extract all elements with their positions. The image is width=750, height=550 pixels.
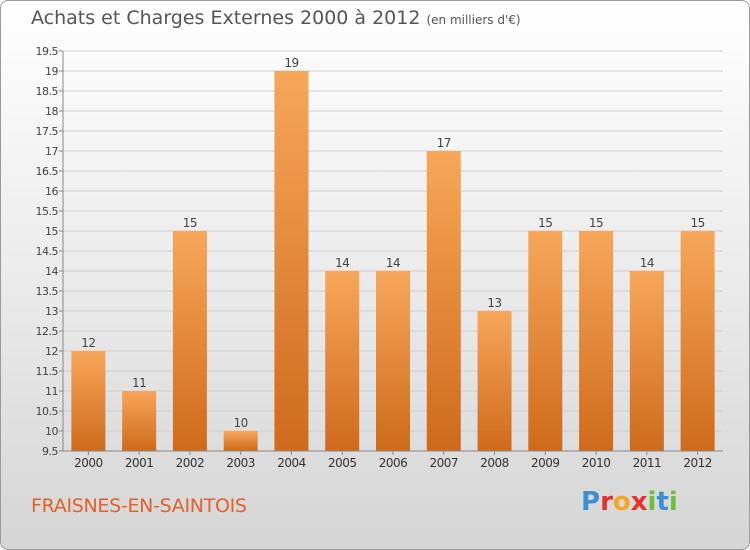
bar-2011 xyxy=(629,271,664,451)
y-tick-label: 17 xyxy=(45,145,58,158)
x-tick-label: 2002 xyxy=(176,456,205,470)
x-tick-label: 2007 xyxy=(429,456,458,470)
y-tick-label: 19.5 xyxy=(36,45,59,58)
chart-title-text: Achats et Charges Externes 2000 à 2012 xyxy=(31,7,421,29)
y-tick-labels: 9.5 10 10.5 11 11.5 12 12.5 13 13.5 14 14.5 15 15.5 1… xyxy=(36,45,59,458)
value-label: 17 xyxy=(437,136,451,150)
y-tick-label: 14.5 xyxy=(36,245,59,258)
bar-2000 xyxy=(71,351,106,451)
logo-letter: P xyxy=(581,487,601,517)
y-tick-label: 17.5 xyxy=(36,125,59,138)
value-label: 14 xyxy=(335,256,349,270)
y-tick-label: 11 xyxy=(45,385,58,398)
y-tick-label: 9.5 xyxy=(42,445,58,458)
logo-letter: i xyxy=(668,487,678,517)
x-tick-label: 2001 xyxy=(125,456,154,470)
bar-2010 xyxy=(579,231,614,451)
y-tick-label: 15.5 xyxy=(36,205,59,218)
value-label: 12 xyxy=(81,336,95,350)
y-tick-label: 10 xyxy=(45,425,58,438)
x-tick-label: 2012 xyxy=(683,456,712,470)
x-tick-label: 2005 xyxy=(328,456,357,470)
value-label: 15 xyxy=(690,216,704,230)
y-tick-label: 16.5 xyxy=(36,165,59,178)
bar-2007 xyxy=(426,151,461,451)
y-tick-label: 16 xyxy=(45,185,58,198)
value-label: 14 xyxy=(386,256,400,270)
x-tick-label: 2006 xyxy=(379,456,408,470)
bar-2008 xyxy=(477,311,512,451)
value-label: 15 xyxy=(183,216,197,230)
unit-note: (en milliers d'€) xyxy=(426,13,521,27)
y-tick-label: 12.5 xyxy=(36,325,59,338)
logo-letter: t xyxy=(656,487,669,517)
logo-letter: o xyxy=(612,487,631,517)
y-tick-label: 15 xyxy=(45,225,58,238)
logo-letter: r xyxy=(600,487,613,517)
bar-2009 xyxy=(528,231,563,451)
y-tick-label: 13.5 xyxy=(36,285,59,298)
value-label: 15 xyxy=(538,216,552,230)
y-tick-label: 13 xyxy=(45,305,58,318)
x-tick-label: 2008 xyxy=(480,456,509,470)
x-tick-label: 2004 xyxy=(277,456,306,470)
value-label: 10 xyxy=(234,416,248,430)
x-tick-label: 2000 xyxy=(74,456,103,470)
bar-2003 xyxy=(223,431,258,451)
value-label: 15 xyxy=(589,216,603,230)
x-tick-label: 2010 xyxy=(582,456,611,470)
bar-2012 xyxy=(680,231,715,451)
value-labels: 12 11 15 10 19 14 14 17 13 15 15 14 15 xyxy=(81,56,705,430)
x-tick-label: 2011 xyxy=(633,456,662,470)
value-label: 13 xyxy=(487,296,501,310)
x-tick-labels: 2000 2001 2002 2003 2004 2005 2006 2007 2008 2009… xyxy=(74,456,712,470)
bar-2004 xyxy=(274,71,309,451)
x-tick-label: 2003 xyxy=(226,456,255,470)
x-tick-label: 2009 xyxy=(531,456,560,470)
proxiti-logo: Proxiti xyxy=(581,487,678,517)
bar-2006 xyxy=(376,271,410,451)
bar-2002 xyxy=(172,231,207,451)
y-tick-label: 19 xyxy=(45,65,58,78)
y-tick-label: 11.5 xyxy=(36,365,59,378)
logo-letter: i xyxy=(647,487,657,517)
logo-letter: x xyxy=(630,487,648,517)
bar-2001 xyxy=(122,391,157,451)
value-label: 19 xyxy=(284,56,298,70)
value-label: 14 xyxy=(640,256,654,270)
y-tick-label: 18 xyxy=(45,105,58,118)
bars xyxy=(71,71,715,451)
value-label: 11 xyxy=(132,376,146,390)
place-name: FRAISNES-EN-SAINTOIS xyxy=(31,495,247,517)
chart-title: Achats et Charges Externes 2000 à 2012 (e… xyxy=(31,7,521,29)
y-tick-label: 18.5 xyxy=(36,85,59,98)
y-tick-label: 14 xyxy=(45,265,58,278)
axes xyxy=(62,51,723,455)
bar-2005 xyxy=(325,271,360,451)
y-tick-label: 12 xyxy=(45,345,58,358)
y-tick-label: 10.5 xyxy=(36,405,59,418)
